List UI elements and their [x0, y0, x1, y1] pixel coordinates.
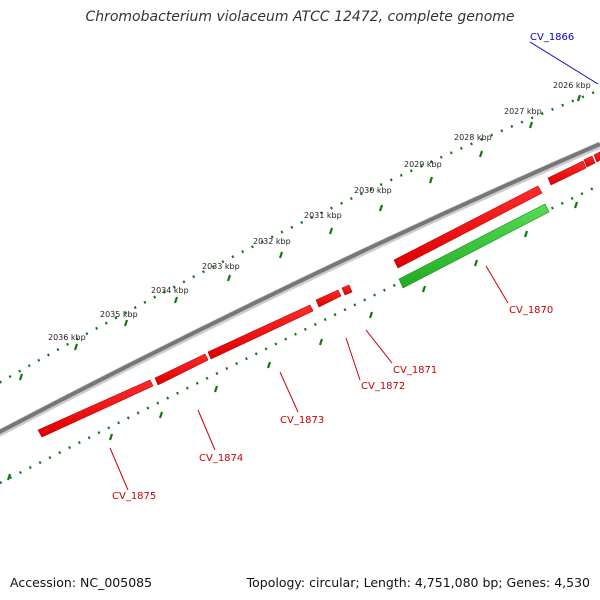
gene-cv1873[interactable]: [207, 304, 314, 360]
kbp-label: 2034 kbp: [151, 286, 189, 295]
kbp-label: 2026 kbp: [553, 81, 591, 90]
gene-label-cv1873: CV_1873: [280, 415, 324, 426]
gene-label-cv1872: CV_1872: [361, 381, 405, 392]
forward-genes: [37, 151, 600, 438]
gene-cv1875[interactable]: [37, 379, 154, 438]
major-ticks: [18, 94, 582, 381]
kbp-labels: 2026 kbp 2027 kbp 2028 kbp 2029 kbp 2030…: [48, 81, 591, 342]
kbp-label: 2035 kbp: [100, 310, 138, 319]
gene-label-cv1875: CV_1875: [112, 491, 156, 502]
inner-major-ticks: [6, 201, 579, 481]
gene-cv1872[interactable]: [315, 289, 342, 308]
kbp-label: 2032 kbp: [253, 237, 291, 246]
genome-summary-text: Topology: circular; Length: 4,751,080 bp…: [246, 575, 590, 590]
gene-red-tiny[interactable]: [583, 155, 596, 168]
gene-red-edge[interactable]: [593, 151, 600, 163]
gene-red-large[interactable]: [393, 185, 543, 269]
kbp-label: 2028 kbp: [454, 133, 492, 142]
kbp-label: 2027 kbp: [504, 107, 542, 116]
kbp-label: 2029 kbp: [404, 160, 442, 169]
backbone: [0, 142, 600, 435]
gene-red-small[interactable]: [547, 160, 587, 186]
gene-label-cv1874: CV_1874: [199, 453, 243, 464]
kbp-label: 2031 kbp: [304, 211, 342, 220]
kbp-label: 2030 kbp: [354, 186, 392, 195]
gene-cv1874[interactable]: [154, 353, 209, 386]
outer-tick-ring: [0, 88, 600, 384]
gene-label-cv1871: CV_1871: [393, 365, 437, 376]
map-title: Chromobacterium violaceum ATCC 12472, co…: [85, 9, 515, 25]
gene-label-cv1870: CV_1870: [509, 305, 553, 316]
accession-text: Accession: NC_005085: [10, 575, 153, 590]
kbp-label: 2036 kbp: [48, 333, 86, 342]
label-leaders: [109, 41, 599, 491]
backbone-shadow: [0, 141, 600, 437]
gene-label-cv1866: CV_1866: [530, 32, 574, 43]
gene-cv1870[interactable]: [398, 203, 550, 289]
kbp-label: 2033 kbp: [202, 262, 240, 271]
gene-cv1871[interactable]: [341, 284, 353, 296]
